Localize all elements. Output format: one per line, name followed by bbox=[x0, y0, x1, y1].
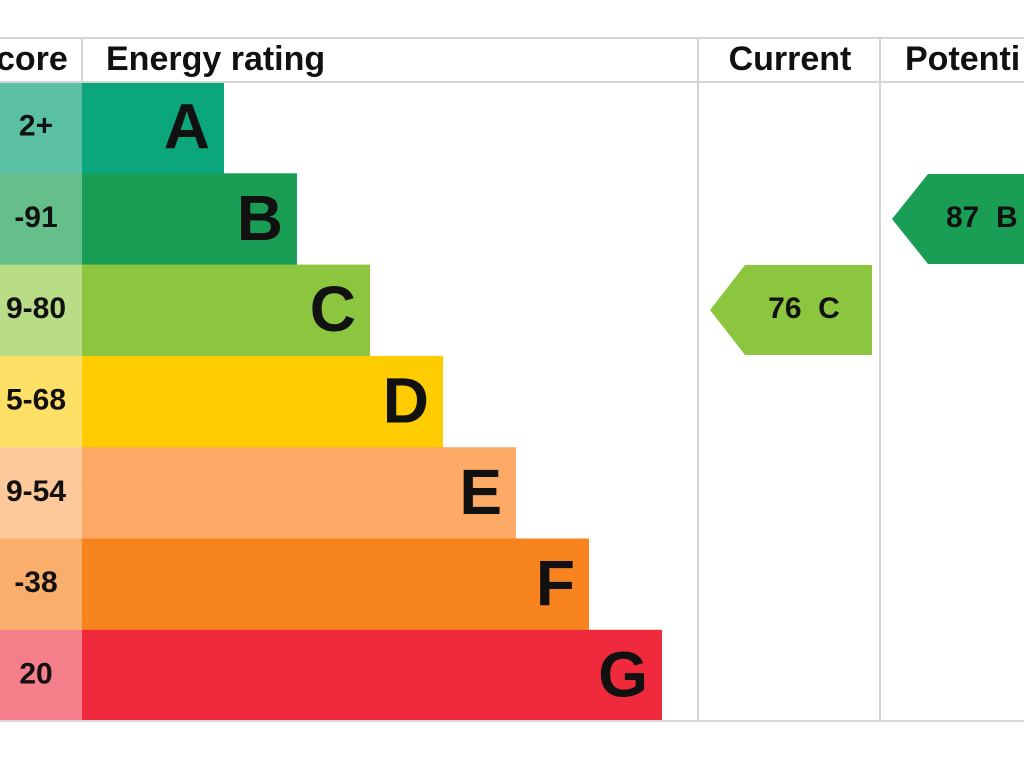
score-cell bbox=[0, 264, 82, 357]
score-cell bbox=[0, 355, 82, 448]
header-current: Current bbox=[729, 40, 852, 78]
score-label: 9-80 bbox=[6, 292, 66, 325]
potential-label: 87 B bbox=[946, 201, 1018, 234]
band-letter: D bbox=[383, 364, 429, 436]
current-label: 76 C bbox=[768, 292, 840, 325]
score-cell bbox=[0, 538, 82, 631]
score-label: 5-68 bbox=[6, 383, 66, 416]
score-cell bbox=[0, 82, 82, 174]
band-bar bbox=[82, 629, 662, 722]
band-bar bbox=[82, 447, 516, 539]
score-cell bbox=[0, 447, 82, 539]
band-letter: F bbox=[536, 547, 575, 619]
band-bar bbox=[82, 538, 589, 631]
band-bar bbox=[82, 82, 224, 174]
header-rating: Energy rating bbox=[106, 40, 325, 78]
score-cell bbox=[0, 173, 82, 266]
band-bar bbox=[82, 264, 370, 357]
band-letter: A bbox=[164, 91, 210, 163]
score-cell bbox=[0, 629, 82, 722]
header-potential: Potenti bbox=[905, 40, 1020, 78]
potential-arrow bbox=[892, 174, 1024, 264]
band-letter: C bbox=[310, 273, 356, 345]
current-arrow bbox=[710, 265, 872, 355]
band-letter: B bbox=[237, 182, 283, 254]
table-lines bbox=[0, 37, 1024, 722]
score-label: 9-54 bbox=[6, 475, 66, 508]
band-bar bbox=[82, 355, 443, 448]
band-letter: G bbox=[598, 638, 648, 710]
band-bar bbox=[82, 173, 297, 266]
score-label: 20 bbox=[19, 657, 52, 690]
score-label: -38 bbox=[14, 566, 57, 599]
band-letter: E bbox=[459, 456, 502, 528]
header-score: core bbox=[0, 40, 68, 78]
score-label: 2+ bbox=[19, 110, 53, 143]
score-label: -91 bbox=[14, 201, 57, 234]
